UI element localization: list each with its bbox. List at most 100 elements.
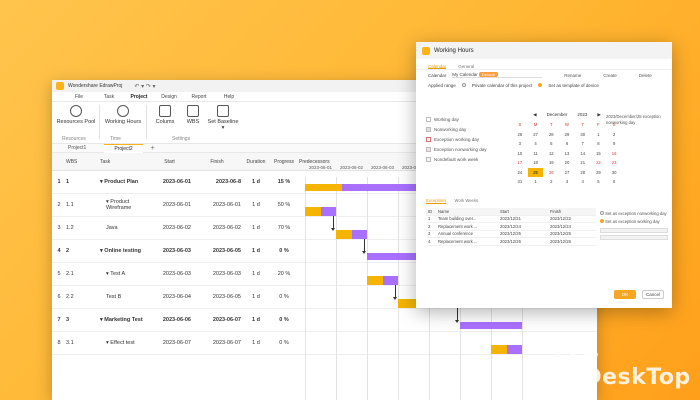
menu-project[interactable]: Project [130,93,148,100]
calendar-day[interactable]: 25 [527,167,544,177]
calendar-day[interactable]: 15 [596,150,601,156]
gantt-task-bar[interactable] [382,276,398,285]
calendar-day[interactable]: 5 [597,179,600,184]
calendar-day[interactable]: 22 [596,160,601,165]
year-select[interactable]: 2023 [577,112,588,117]
calendar-day[interactable]: 12 [548,150,554,156]
calendar-day[interactable]: 1 [597,131,600,137]
table-row[interactable]: 7 3 ▾ Marketing Test 2023-06-06 2023-06-07 1 … [52,309,597,332]
menu-report[interactable]: Report [191,93,207,100]
menu-help[interactable]: Help [223,93,235,100]
create-button[interactable]: Create [603,72,617,78]
calendar-day[interactable]: 6 [612,179,616,184]
option-working[interactable]: Set as exception working day [600,218,668,226]
calendar-day[interactable]: 18 [533,160,538,165]
wbs-button[interactable]: WBS [180,105,206,125]
exception-row[interactable]: 1 Team building over... 2023/12/21 2023/12/… [426,216,596,223]
radio-template[interactable] [538,83,543,87]
gantt-task-bar[interactable] [305,207,321,216]
gantt-task-bar[interactable] [351,230,367,239]
exception-row[interactable]: 3 Annual conference 2023/12/25 2023/12/25 [426,231,596,238]
col-progress[interactable]: Progress [273,158,294,165]
calendar-day[interactable]: 13 [564,150,570,156]
table-row[interactable]: 1 1 ▾ Product Plan 2023-06-01 2023-06-8 1 d 15… [52,171,597,194]
calendar-day[interactable]: 23 [611,160,617,165]
gantt-task-bar[interactable] [491,345,507,354]
gantt-task-bar[interactable] [367,276,383,285]
calendar-day[interactable]: 28 [580,169,586,175]
calendar-day[interactable]: 4 [534,141,537,146]
tab-project2[interactable]: Project2 [104,143,143,153]
calendar-select[interactable]: My Calendar Default [452,72,543,78]
gantt-task-bar[interactable] [336,230,352,239]
calendar-day[interactable]: 17 [517,160,523,165]
calendar-day[interactable]: 8 [597,141,600,146]
calendar-day[interactable]: 14 [580,150,586,156]
working-hours-field[interactable] [600,235,668,240]
col-duration[interactable]: Duration [246,158,266,165]
calendar-day[interactable]: 28 [548,131,554,137]
calendar-day[interactable]: 27 [564,169,570,175]
calendar-day[interactable]: 30 [580,131,586,137]
gantt-task-bar[interactable] [506,345,522,354]
calendar-day[interactable]: 3 [518,141,522,146]
calendar-day[interactable]: 20 [564,160,570,165]
gantt-summary-bar[interactable] [460,322,522,329]
working-hours-field[interactable] [600,228,668,233]
tab-exceptions[interactable]: Exceptions [426,198,447,204]
col-finish[interactable]: Finish [210,158,224,165]
calendar-day[interactable]: 6 [565,141,569,146]
calendar-day[interactable]: 30 [611,169,617,175]
menu-task[interactable]: Task [103,93,115,100]
tab-work-weeks[interactable]: Work Weeks [454,198,479,203]
radio-private[interactable] [461,83,466,87]
table-row[interactable]: 4 2 ▾ Online testing 2023-06-03 2023-06-05 1 … [52,240,597,263]
col-predecessors[interactable]: Predecessors [299,158,330,165]
gantt-task-bar[interactable] [320,207,336,216]
calendar-day[interactable]: 16 [611,150,617,156]
rename-button[interactable]: Rename [564,72,582,78]
calendar-day[interactable]: 3 [565,179,569,184]
table-row[interactable]: 8 3.1 ▾ Effect test 2023-06-07 2023-06-07 1 d… [52,332,597,355]
tab-calendar[interactable]: Calendar [428,64,447,69]
calendar-day[interactable]: 26 [517,131,523,137]
table-row[interactable]: 3 1.2 Java 2023-06-02 2023-06-02 1 d 70 % [52,217,597,240]
calendar-day[interactable]: 21 [580,160,586,165]
add-tab-icon[interactable]: + [150,144,155,152]
columns-button[interactable]: Colums [150,105,180,125]
calendar-day[interactable]: 31 [517,179,523,184]
working-hours-button[interactable]: Working Hours [103,105,143,125]
next-month-icon[interactable]: ▶ [597,112,601,117]
calendar-day[interactable]: 10 [517,150,523,156]
calendar-day[interactable]: 11 [533,150,538,156]
calendar-day[interactable]: 2 [612,131,616,137]
calendar-day[interactable]: 2 [550,179,553,184]
calendar-day[interactable]: 29 [564,131,570,137]
calendar-day[interactable]: 24 [517,169,523,175]
undo-redo-controls[interactable]: ↶ ▾ ↷ ▾ [134,83,156,90]
ok-button[interactable]: OK [614,290,636,299]
gantt-progress-bar[interactable] [305,184,343,191]
menu-design[interactable]: Design [161,93,177,100]
tab-project1[interactable]: Project1 [68,144,87,151]
calendar-day[interactable]: 29 [596,169,601,175]
delete-button[interactable]: Delete [638,72,652,78]
col-task[interactable]: Task [100,158,111,165]
calendar-day[interactable]: 5 [550,141,553,146]
calendar-day[interactable]: 9 [612,141,616,146]
gantt-summary-bar[interactable] [367,253,460,260]
menu-file[interactable]: File [74,93,84,100]
calendar-day[interactable]: 27 [533,131,538,137]
exception-row[interactable]: 4 Replacement work ... 2023/12/26 2023/12/2… [426,238,596,246]
table-row[interactable]: 5 2.1 ▾ Test A 2023-06-03 2023-06-03 1 d 20 % [52,263,597,286]
cancel-button[interactable]: Cancel [642,290,664,299]
prev-month-icon[interactable]: ◀ [533,112,537,117]
calendar-day[interactable]: 26 [548,169,554,175]
table-row[interactable]: 6 2.2 Test B 2023-06-04 2023-06-05 1 d 0 % [52,286,597,309]
col-start[interactable]: Start [164,158,175,165]
month-select[interactable]: December [546,112,568,117]
calendar-day[interactable]: 19 [548,160,554,165]
exception-row[interactable]: 2 Replacement work ... 2023/12/24 2023/12/2… [426,223,596,231]
table-row[interactable]: 2 1.1 ▾ Product Wireframe 2023-06-01 2023-06… [52,194,597,217]
gantt-task-bar[interactable] [398,299,429,308]
